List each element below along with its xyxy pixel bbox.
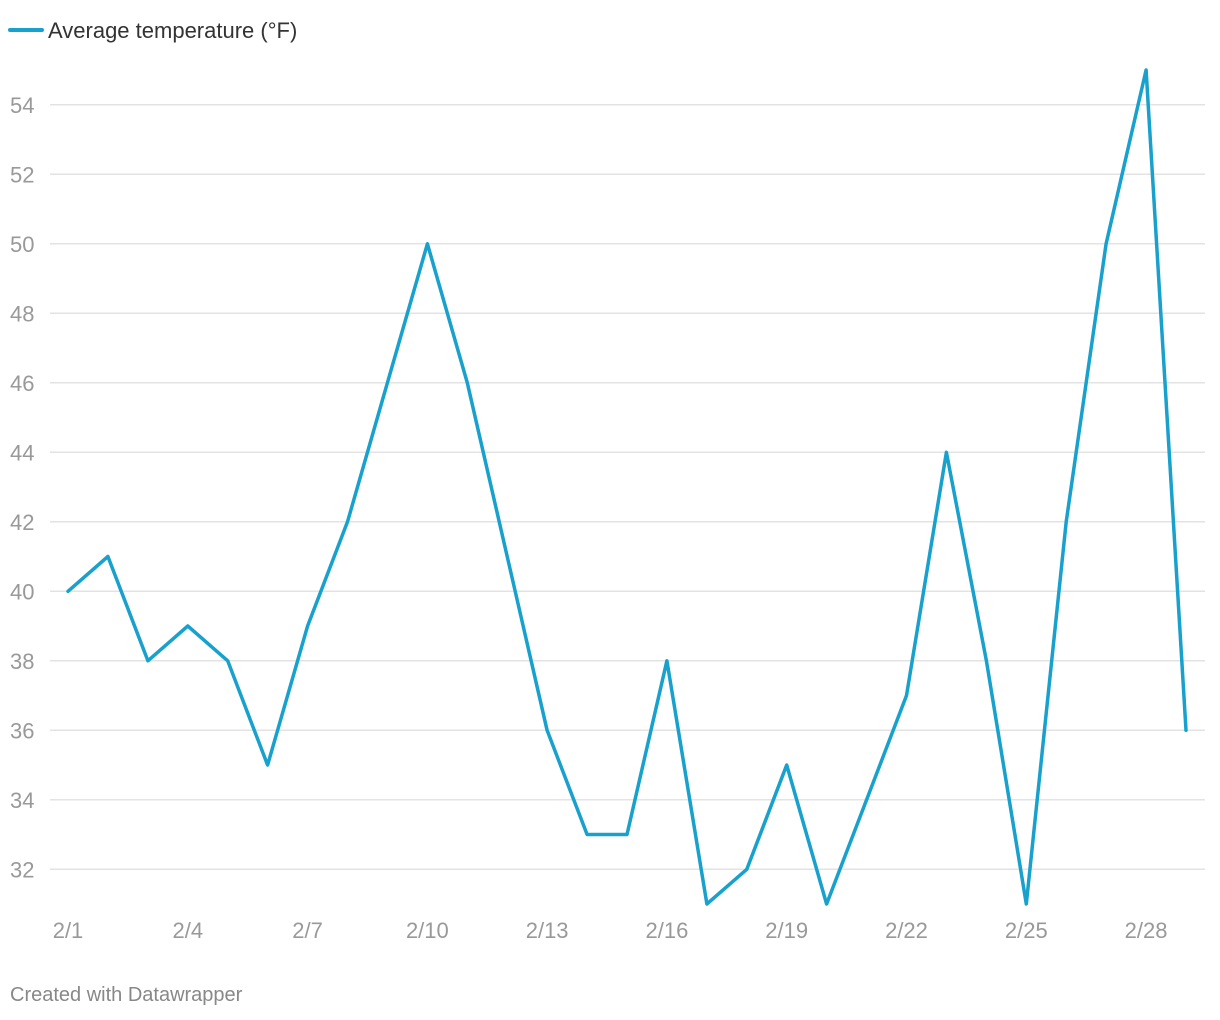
series-line: [66, 68, 1188, 906]
x-tick-label: 2/28: [1125, 918, 1168, 943]
y-tick-label: 32: [10, 857, 34, 882]
x-tick-label: 2/10: [406, 918, 449, 943]
series-group: [66, 68, 1188, 906]
x-tick-label: 2/19: [765, 918, 808, 943]
y-tick-label: 50: [10, 232, 34, 257]
y-tick-label: 46: [10, 371, 34, 396]
y-tick-label: 34: [10, 788, 34, 813]
gridlines: [50, 104, 1205, 870]
y-tick-label: 42: [10, 510, 34, 535]
y-tick-label: 36: [10, 718, 34, 743]
x-tick-label: 2/13: [526, 918, 569, 943]
x-tick-label: 2/22: [885, 918, 928, 943]
x-tick-label: 2/16: [646, 918, 689, 943]
x-tick-label: 2/7: [292, 918, 323, 943]
legend-label: Average temperature (°F): [48, 18, 297, 43]
footer-credit: Created with Datawrapper: [10, 984, 243, 1006]
x-axis-tick-labels: 2/1 2/4 2/7 2/10 2/13 2/16 2/19 2/22 2/25 2/28: [53, 918, 1168, 943]
y-tick-label: 44: [10, 440, 34, 465]
y-tick-label: 48: [10, 301, 34, 326]
x-tick-label: 2/4: [172, 918, 203, 943]
y-tick-label: 38: [10, 649, 34, 674]
y-tick-label: 54: [10, 93, 34, 118]
legend: Average temperature (°F): [8, 18, 297, 43]
y-tick-label: 52: [10, 162, 34, 187]
x-tick-label: 2/1: [53, 918, 84, 943]
y-tick-label: 40: [10, 579, 34, 604]
y-axis-tick-labels: 32 34 36 38 40 42 44 46 48 50 52 54: [10, 93, 34, 883]
x-tick-label: 2/25: [1005, 918, 1048, 943]
